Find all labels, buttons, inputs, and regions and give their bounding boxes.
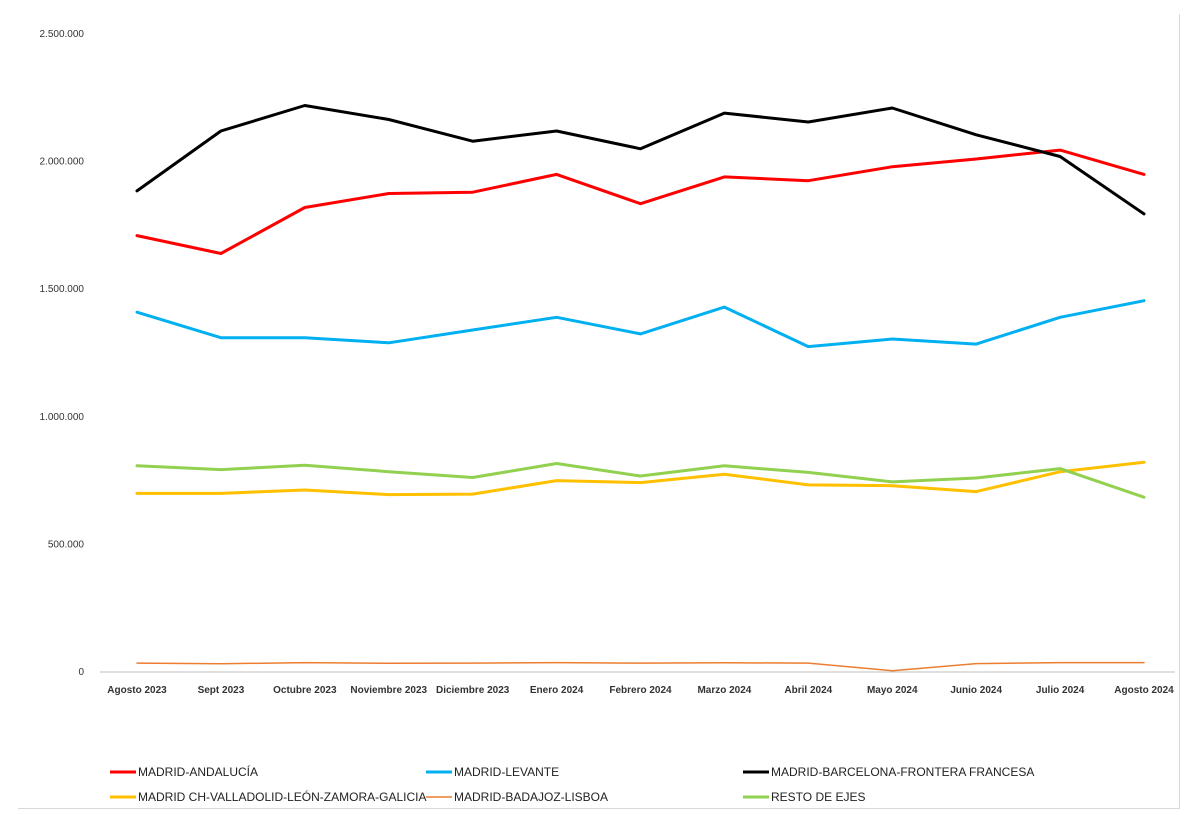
y-tick-label: 1.500.000	[40, 284, 85, 295]
y-tick-label: 2.500.000	[40, 29, 85, 40]
legend-item: RESTO DE EJES	[743, 790, 865, 804]
legend-item: MADRID-LEVANTE	[426, 765, 559, 779]
legend-item: MADRID-ANDALUCÍA	[110, 764, 258, 779]
x-tick-label: Julio 2024	[1036, 685, 1085, 696]
series-line-1	[135, 299, 1146, 349]
legend-label: MADRID CH-VALLADOLID-LEÓN-ZAMORA-GALICIA	[138, 789, 427, 804]
series-layer	[135, 104, 1146, 672]
y-tick-label: 500.000	[48, 539, 85, 550]
x-tick-label: Febrero 2024	[609, 685, 672, 696]
series-line-5	[135, 462, 1146, 499]
x-tick-label: Agosto 2023	[107, 685, 167, 696]
x-tick-label: Sept 2023	[198, 685, 245, 696]
chart-frame	[18, 14, 1180, 809]
legend-label: MADRID-BADAJOZ-LISBOA	[454, 790, 608, 804]
y-axis: 0 500.000 1.000.000 1.500.000 2.000.000 2.500…	[40, 29, 85, 678]
legend-label: MADRID-BARCELONA-FRONTERA FRANCESA	[771, 765, 1034, 779]
legend-item: MADRID-BADAJOZ-LISBOA	[426, 790, 608, 804]
series-line-0	[135, 148, 1146, 255]
x-axis: Agosto 2023 Sept 2023 Octubre 2023 Noviembr…	[100, 671, 1175, 696]
legend-label: MADRID-LEVANTE	[454, 765, 559, 779]
x-tick-label: Noviembre 2023	[350, 685, 427, 696]
legend-label: RESTO DE EJES	[771, 790, 865, 804]
x-tick-label: Agosto 2024	[1114, 685, 1174, 696]
series-line-4	[136, 661, 1145, 672]
x-tick-label: Octubre 2023	[273, 685, 337, 696]
legend: MADRID-ANDALUCÍA MADRID-LEVANTE MADRID-BAR…	[110, 764, 1034, 804]
y-tick-label: 2.000.000	[40, 157, 85, 168]
legend-label: MADRID-ANDALUCÍA	[138, 764, 258, 779]
series-line-3	[135, 460, 1146, 497]
x-tick-label: Junio 2024	[950, 685, 1002, 696]
x-tick-label: Enero 2024	[530, 685, 584, 696]
legend-item: MADRID CH-VALLADOLID-LEÓN-ZAMORA-GALICIA	[110, 789, 427, 804]
y-tick-label: 1.000.000	[40, 412, 85, 423]
series-line-2	[135, 104, 1146, 216]
x-tick-label: Mayo 2024	[867, 685, 918, 696]
y-tick-label: 0	[78, 667, 84, 678]
x-tick-label: Diciembre 2023	[436, 685, 510, 696]
x-tick-label: Abril 2024	[784, 685, 832, 696]
legend-item: MADRID-BARCELONA-FRONTERA FRANCESA	[743, 765, 1034, 779]
x-tick-label: Marzo 2024	[697, 685, 751, 696]
